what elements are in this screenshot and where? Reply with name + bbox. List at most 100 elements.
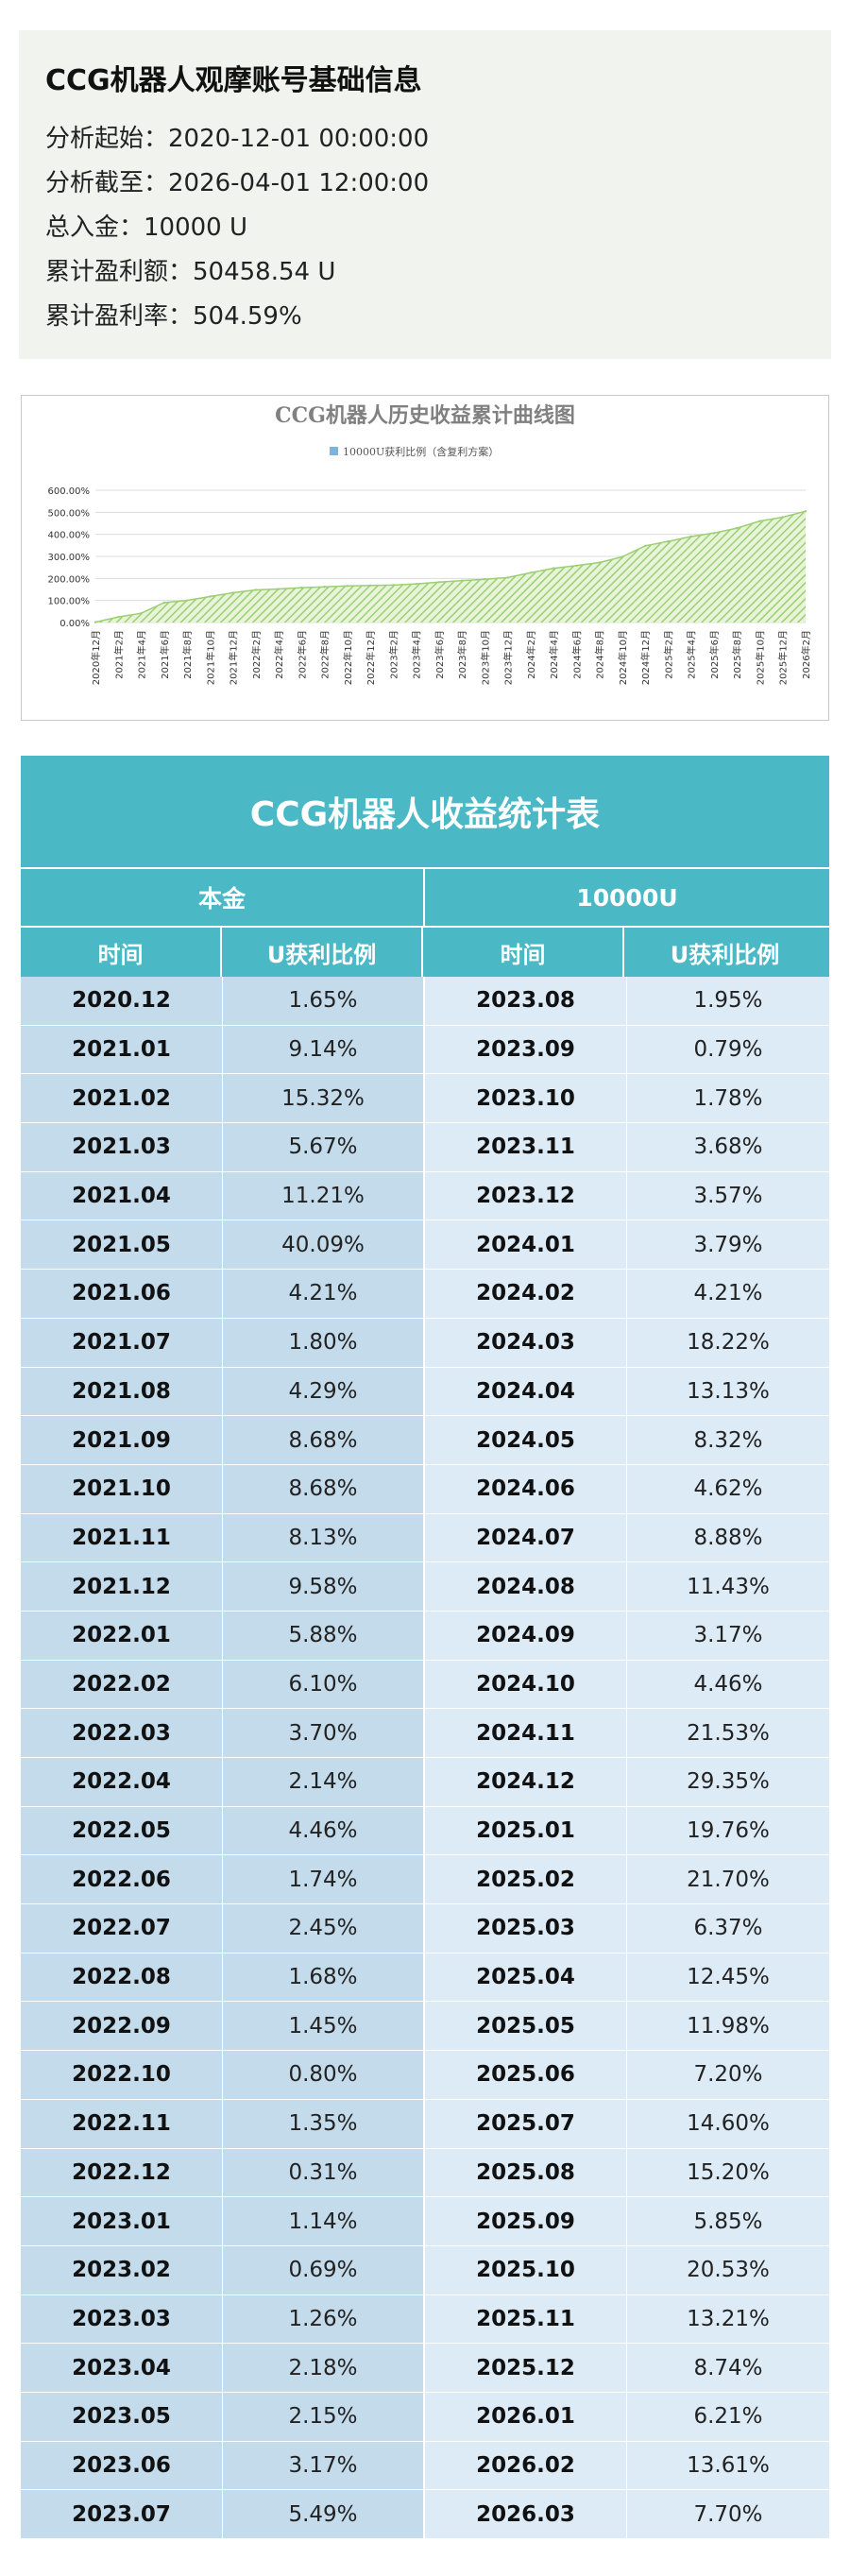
row-time: 2021.02 bbox=[21, 1074, 223, 1123]
row-ratio: 11.21% bbox=[223, 1171, 425, 1220]
table-row: 2022.10 0.80% bbox=[21, 2051, 425, 2100]
table-row: 2021.11 8.13% bbox=[21, 1513, 425, 1563]
x-tick-label: 2022年12月 bbox=[365, 630, 377, 685]
data-point bbox=[736, 526, 739, 530]
x-tick-label: 2022年6月 bbox=[296, 630, 308, 679]
row-time: 2025.05 bbox=[425, 2002, 627, 2051]
col-ratio-right: U获利比例 bbox=[670, 941, 780, 968]
x-tick-label: 2025年10月 bbox=[754, 630, 766, 685]
table-row: 2021.05 40.09% bbox=[21, 1220, 425, 1271]
profit-chart-svg: CCG机器人历史收益累计曲线图 10000U获利比例（含复利方案） 600.00% 5… bbox=[48, 403, 813, 685]
data-point bbox=[781, 516, 784, 519]
table-left-column: 2020.12 1.65% 2021.01 9.14% 2021.02 15.32% 202… bbox=[21, 977, 425, 2539]
col-time-left: 时间 bbox=[21, 928, 222, 977]
info-start: 分析起始：2020-12-01 00:00:00 bbox=[45, 125, 430, 153]
row-time: 2024.02 bbox=[425, 1270, 627, 1318]
data-point bbox=[323, 586, 326, 589]
row-time: 2024.01 bbox=[425, 1220, 627, 1270]
row-ratio: 8.32% bbox=[627, 1416, 829, 1464]
row-time: 2020.12 bbox=[21, 977, 223, 1025]
row-ratio: 1.26% bbox=[223, 2295, 425, 2344]
row-ratio: 0.80% bbox=[223, 2051, 425, 2099]
table-row: 2022.07 2.45% bbox=[21, 1904, 425, 1953]
data-point bbox=[620, 555, 624, 558]
row-ratio: 14.60% bbox=[627, 2099, 829, 2148]
table-row: 2023.12 3.57% bbox=[425, 1171, 829, 1221]
row-time: 2022.08 bbox=[21, 1953, 223, 2002]
x-tick-label: 2022年2月 bbox=[250, 630, 263, 679]
row-time: 2026.02 bbox=[425, 2441, 627, 2490]
row-time: 2025.06 bbox=[425, 2051, 627, 2099]
table-row: 2022.04 2.14% bbox=[21, 1758, 425, 1807]
row-time: 2023.06 bbox=[21, 2441, 223, 2490]
row-ratio: 11.43% bbox=[627, 1562, 829, 1611]
table-row: 2025.05 11.98% bbox=[425, 2002, 829, 2052]
info-profit-amount: 累计盈利额：50458.54 U bbox=[45, 258, 336, 286]
data-point bbox=[231, 591, 234, 594]
table-row: 2023.03 1.26% bbox=[21, 2295, 425, 2345]
row-time: 2022.06 bbox=[21, 1855, 223, 1904]
info-title: CCG机器人观摩账号基础信息 bbox=[45, 64, 422, 97]
row-time: 2021.09 bbox=[21, 1416, 223, 1464]
x-tick-label: 2022年4月 bbox=[273, 630, 285, 679]
data-point bbox=[94, 621, 97, 623]
row-ratio: 19.76% bbox=[627, 1806, 829, 1855]
row-time: 2024.11 bbox=[425, 1709, 627, 1757]
row-ratio: 7.70% bbox=[627, 2490, 829, 2538]
chart-legend: 10000U获利比例（含复利方案） bbox=[343, 445, 499, 458]
row-ratio: 3.70% bbox=[223, 1709, 425, 1757]
row-time: 2024.05 bbox=[425, 1416, 627, 1464]
row-time: 2024.10 bbox=[425, 1660, 627, 1709]
data-point bbox=[643, 544, 647, 547]
row-ratio: 1.14% bbox=[223, 2197, 425, 2245]
profit-table: CCG机器人收益统计表 本金 10000U 时间 U获利比例 时间 U获利比例 … bbox=[21, 756, 829, 2539]
row-time: 2021.11 bbox=[21, 1513, 223, 1562]
table-row: 2022.02 6.10% bbox=[21, 1660, 425, 1710]
row-ratio: 29.35% bbox=[627, 1758, 829, 1806]
row-time: 2023.08 bbox=[425, 977, 627, 1025]
table-header: 本金 10000U bbox=[21, 869, 829, 928]
row-time: 2023.05 bbox=[21, 2392, 223, 2441]
table-row: 2024.05 8.32% bbox=[425, 1416, 829, 1465]
table-row: 2025.10 20.53% bbox=[425, 2245, 829, 2295]
data-point bbox=[140, 612, 143, 615]
row-ratio: 21.70% bbox=[627, 1855, 829, 1904]
row-ratio: 13.21% bbox=[627, 2295, 829, 2344]
table-body: 2020.12 1.65% 2021.01 9.14% 2021.02 15.32% 202… bbox=[21, 977, 829, 2539]
table-row: 2025.07 14.60% bbox=[425, 2099, 829, 2149]
x-tick-label: 2021年2月 bbox=[112, 630, 125, 679]
x-tick-label: 2023年10月 bbox=[479, 630, 491, 685]
row-ratio: 18.22% bbox=[627, 1318, 829, 1367]
row-time: 2021.05 bbox=[21, 1220, 223, 1270]
data-point bbox=[552, 567, 555, 570]
row-time: 2024.06 bbox=[425, 1464, 627, 1513]
row-ratio: 15.20% bbox=[627, 2148, 829, 2197]
x-tick-label: 2022年8月 bbox=[319, 630, 332, 679]
data-point bbox=[529, 571, 533, 574]
row-time: 2024.12 bbox=[425, 1758, 627, 1806]
table-row: 2026.03 7.70% bbox=[425, 2490, 829, 2539]
x-tick-label: 2024年6月 bbox=[570, 630, 583, 679]
row-ratio: 6.21% bbox=[627, 2392, 829, 2441]
table-row: 2023.02 0.69% bbox=[21, 2245, 425, 2295]
data-point bbox=[484, 578, 486, 581]
row-ratio: 2.15% bbox=[223, 2392, 425, 2441]
row-ratio: 0.79% bbox=[627, 1025, 829, 1074]
row-time: 2026.01 bbox=[425, 2392, 627, 2441]
data-point bbox=[667, 539, 670, 543]
row-time: 2025.03 bbox=[425, 1904, 627, 1953]
row-time: 2025.09 bbox=[425, 2197, 627, 2245]
row-ratio: 3.57% bbox=[627, 1171, 829, 1220]
row-ratio: 20.53% bbox=[627, 2245, 829, 2295]
row-time: 2021.12 bbox=[21, 1562, 223, 1611]
row-time: 2021.07 bbox=[21, 1318, 223, 1367]
info-profit-rate: 累计盈利率：504.59% bbox=[45, 302, 302, 331]
row-time: 2021.04 bbox=[21, 1171, 223, 1220]
table-row: 2021.01 9.14% bbox=[21, 1025, 425, 1075]
table-row: 2024.07 8.88% bbox=[425, 1513, 829, 1563]
table-row: 2022.08 1.68% bbox=[21, 1953, 425, 2003]
row-ratio: 2.18% bbox=[223, 2344, 425, 2392]
row-time: 2024.04 bbox=[425, 1367, 627, 1416]
row-ratio: 15.32% bbox=[223, 1074, 425, 1123]
table-row: 2025.03 6.37% bbox=[425, 1904, 829, 1953]
